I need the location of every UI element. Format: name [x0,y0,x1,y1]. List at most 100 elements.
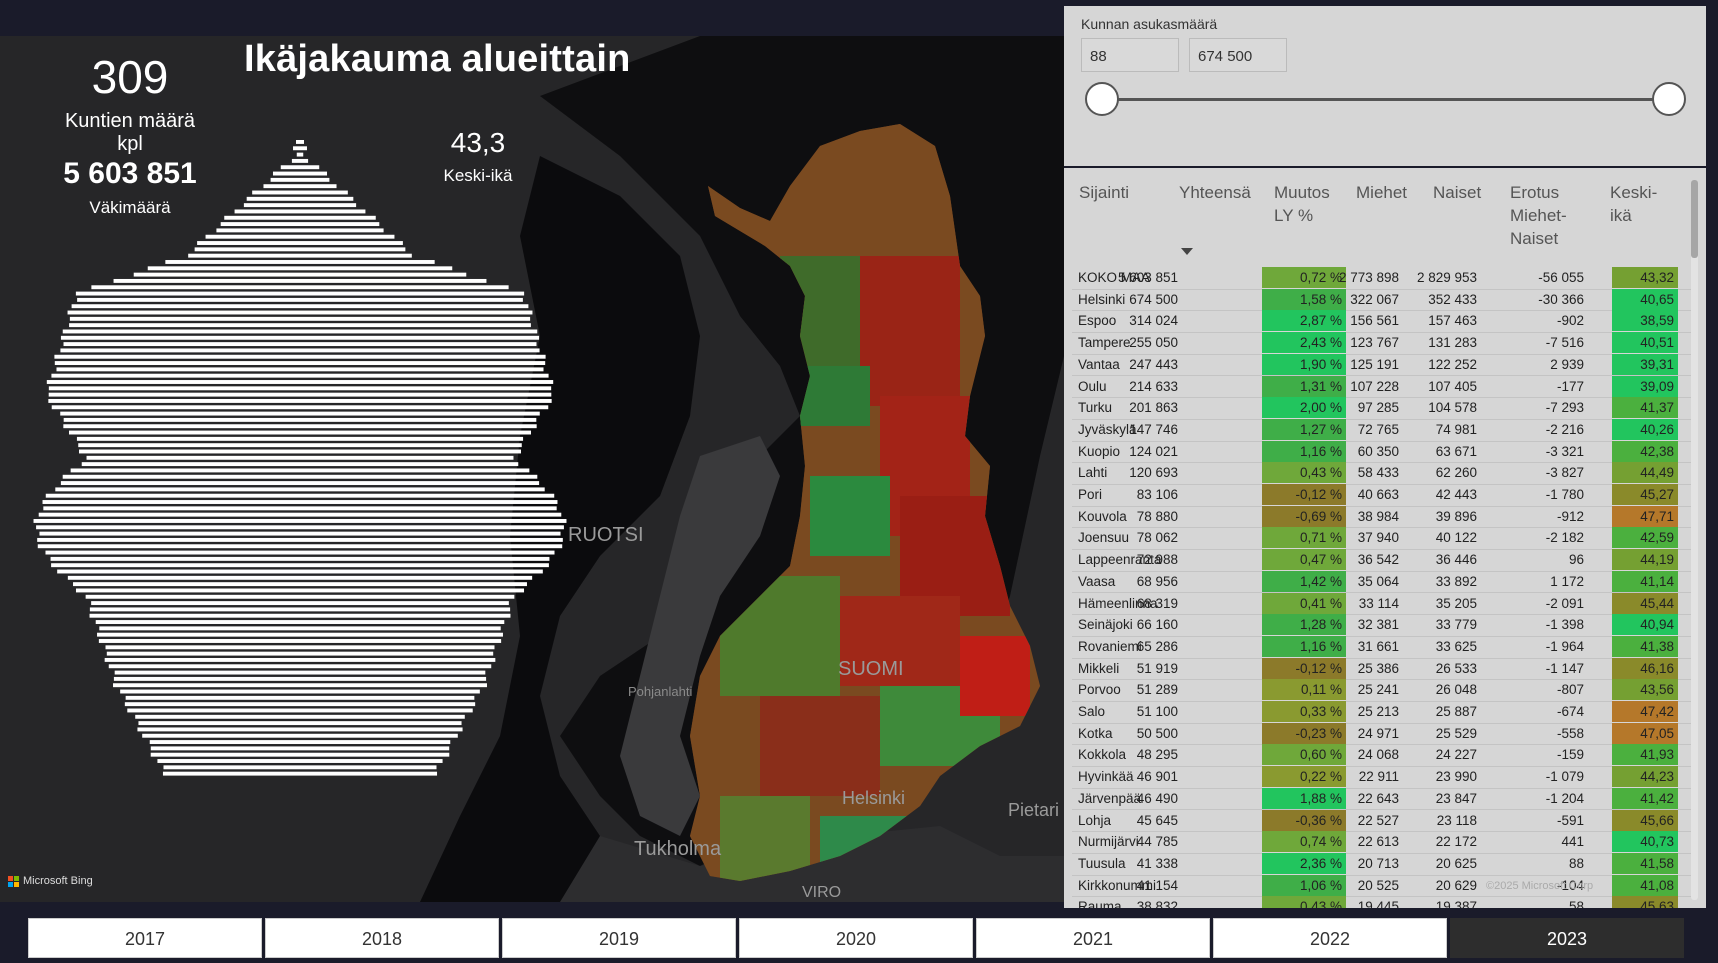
table-row[interactable]: Mikkeli 51 919 -0,12 % 25 386 26 533 -1 147 46… [1072,657,1692,681]
scrollbar-thumb[interactable] [1691,180,1698,258]
header-erotus[interactable]: Erotus Miehet-Naiset [1510,183,1567,248]
table-cell: 1,58 % [1262,288,1346,310]
sort-descending-icon[interactable] [1181,248,1193,255]
table-row[interactable]: Järvenpää 46 490 1,88 % 22 643 23 847 -1 204 4… [1072,787,1692,811]
header-muutos[interactable]: Muutos LY % [1274,183,1330,225]
age-pyramid-chart [33,140,567,776]
year-button-2023[interactable]: 2023 [1450,918,1684,958]
pyramid-bar [42,500,558,504]
year-button-2018[interactable]: 2018 [265,918,499,958]
table-row[interactable]: Pori 83 106 -0,12 % 40 663 42 443 -1 780 45,27 [1072,484,1692,507]
table-row[interactable]: Hämeenlinna 68 319 0,41 % 33 114 35 205 -2 09… [1072,592,1692,616]
table-cell: 65 286 [1136,638,1178,654]
table-cell: -177 [1556,378,1584,394]
table-row[interactable]: Kotka 50 500 -0,23 % 24 971 25 529 -558 47,05 [1072,722,1692,746]
pyramid-bar [246,196,354,201]
table-row[interactable]: Kirkkonummi 41 154 1,06 % 20 525 20 629 -104 4… [1072,874,1692,898]
pyramid-bar [113,278,487,283]
table-row[interactable]: Joensuu 78 062 0,71 % 37 940 40 122 -2 182 42,… [1072,527,1692,551]
table-row[interactable]: Lahti 120 693 0,43 % 58 433 62 260 -3 827 44,4… [1072,462,1692,485]
table-row[interactable]: Jyväskylä 147 746 1,27 % 72 765 74 981 -2 216… [1072,418,1692,442]
table-row[interactable]: Helsinki 674 500 1,58 % 322 067 352 433 -30 3… [1072,288,1692,312]
table-row[interactable]: Rovaniemi 65 286 1,16 % 31 661 33 625 -1 964 4… [1072,635,1692,659]
table-cell: 25 213 [1357,704,1399,719]
slicer-max-handle[interactable] [1652,82,1686,116]
table-row[interactable]: Salo 51 100 0,33 % 25 213 25 887 -674 47,42 [1072,701,1692,724]
table-cell: 74 981 [1435,421,1477,437]
table-cell: Lahti [1078,465,1108,481]
table-cell: -2 091 [1545,595,1584,611]
year-button-2019[interactable]: 2019 [502,918,736,958]
table-row[interactable]: Nurmijärvi 44 785 0,74 % 22 613 22 172 441 40,… [1072,831,1692,854]
kpi-avg-age-label: Keski-ikä [443,166,513,185]
table-cell: -3 321 [1545,443,1584,459]
table-cell: 38 984 [1357,508,1399,524]
table-cell: 50 500 [1136,725,1178,741]
pyramid-bar [243,203,357,208]
table-scrollbar[interactable] [1691,180,1698,900]
table-cell: 39,09 [1612,375,1678,397]
table-row[interactable]: Seinäjoki 66 160 1,28 % 32 381 33 779 -1 398 4… [1072,614,1692,637]
pyramid-bar [51,373,549,378]
table-cell: 122 252 [1428,356,1477,372]
table-row[interactable]: Lohja 45 645 -0,36 % 22 527 23 118 -591 45,66 [1072,809,1692,833]
table-row[interactable]: Kouvola 78 880 -0,69 % 38 984 39 896 -912 47,7… [1072,505,1692,529]
table-row[interactable]: Hyvinkää 46 901 0,22 % 22 911 23 990 -1 079 44… [1072,766,1692,789]
map-label-tukholma: Tukholma [634,838,722,860]
table-cell: 2 939 [1550,356,1584,372]
header-keski-ika[interactable]: Keski-ikä [1610,183,1658,225]
pyramid-bar [33,519,567,523]
header-naiset[interactable]: Naiset [1433,183,1482,202]
table-row[interactable]: Vantaa 247 443 1,90 % 125 191 122 252 2 939 39… [1072,353,1692,377]
table-cell: 125 191 [1350,356,1399,372]
table-row[interactable]: Kokkola 48 295 0,60 % 24 068 24 227 -159 41,93 [1072,744,1692,768]
year-button-2022[interactable]: 2022 [1213,918,1447,958]
table-row[interactable]: Rauma 38 832 0,43 % 19 445 19 387 58 45,63 [1072,896,1692,908]
table-cell: 24 971 [1357,725,1399,741]
pyramid-bar [60,348,540,353]
header-sijainti[interactable]: Sijainti [1079,183,1130,202]
table-row[interactable]: Kuopio 124 021 1,16 % 60 350 63 671 -3 321 42,… [1072,440,1692,464]
map-label-suomi: SUOMI [838,658,904,680]
table-cell: -1 780 [1545,487,1584,502]
table-cell: 39,31 [1612,353,1678,375]
table-cell: 441 [1561,834,1584,850]
table-row[interactable]: Turku 201 863 2,00 % 97 285 104 578 -7 293 41,… [1072,397,1692,420]
slicer-min-handle[interactable] [1085,82,1119,116]
pyramid-bar [106,651,494,656]
pyramid-bar [50,556,550,561]
pyramid-bar [220,222,380,227]
table-row[interactable]: Lappeenranta 72 988 0,47 % 36 542 36 446 96 44… [1072,549,1692,572]
table-cell: 0,71 % [1262,527,1346,549]
table-cell: 1,16 % [1262,635,1346,657]
slicer-max-input[interactable]: 674 500 [1189,38,1287,72]
pyramid-bar [105,645,495,650]
table-row[interactable]: Oulu 214 633 1,31 % 107 228 107 405 -177 39,09 [1072,375,1692,399]
header-yhteensa[interactable]: Yhteensä [1179,183,1251,202]
pyramid-bar [104,657,496,662]
table-cell: 45 645 [1136,812,1178,828]
table-cell: 66 160 [1136,617,1178,633]
year-button-2020[interactable]: 2020 [739,918,973,958]
map-visual[interactable]: RUOTSI SUOMI Pohjanlahti Helsinki Tukhol… [0,36,1064,902]
table-cell: 2,36 % [1262,852,1346,874]
table-row[interactable]: Porvoo 51 289 0,11 % 25 241 26 048 -807 43,56 [1072,679,1692,702]
table-row[interactable]: Espoo 314 024 2,87 % 156 561 157 463 -902 38,5… [1072,310,1692,334]
table-cell: 45,44 [1612,592,1678,614]
year-button-2021[interactable]: 2021 [976,918,1210,958]
slicer-min-input[interactable]: 88 [1081,38,1179,72]
table-cell: 2,43 % [1262,332,1346,354]
table-row[interactable]: Vaasa 68 956 1,42 % 35 064 33 892 1 172 41,14 [1072,570,1692,594]
table-cell: Helsinki [1078,291,1126,307]
table-cell: 20 629 [1435,877,1477,893]
slicer-track[interactable] [1102,98,1682,101]
table-row[interactable]: Tuusula 41 338 2,36 % 20 713 20 625 88 41,58 [1072,852,1692,876]
table-row[interactable]: KOKO MAA 5 603 851 0,72 % 2 773 898 2 829 95… [1072,267,1692,290]
header-miehet[interactable]: Miehet [1356,183,1408,202]
table-cell: 107 405 [1428,378,1477,394]
table-cell: Kouvola [1078,508,1127,524]
table-row[interactable]: Tampere 255 050 2,43 % 123 767 131 283 -7 516… [1072,332,1692,355]
year-button-2017[interactable]: 2017 [28,918,262,958]
table-cell: 25 241 [1357,682,1399,698]
table-cell: Pori [1078,487,1103,502]
